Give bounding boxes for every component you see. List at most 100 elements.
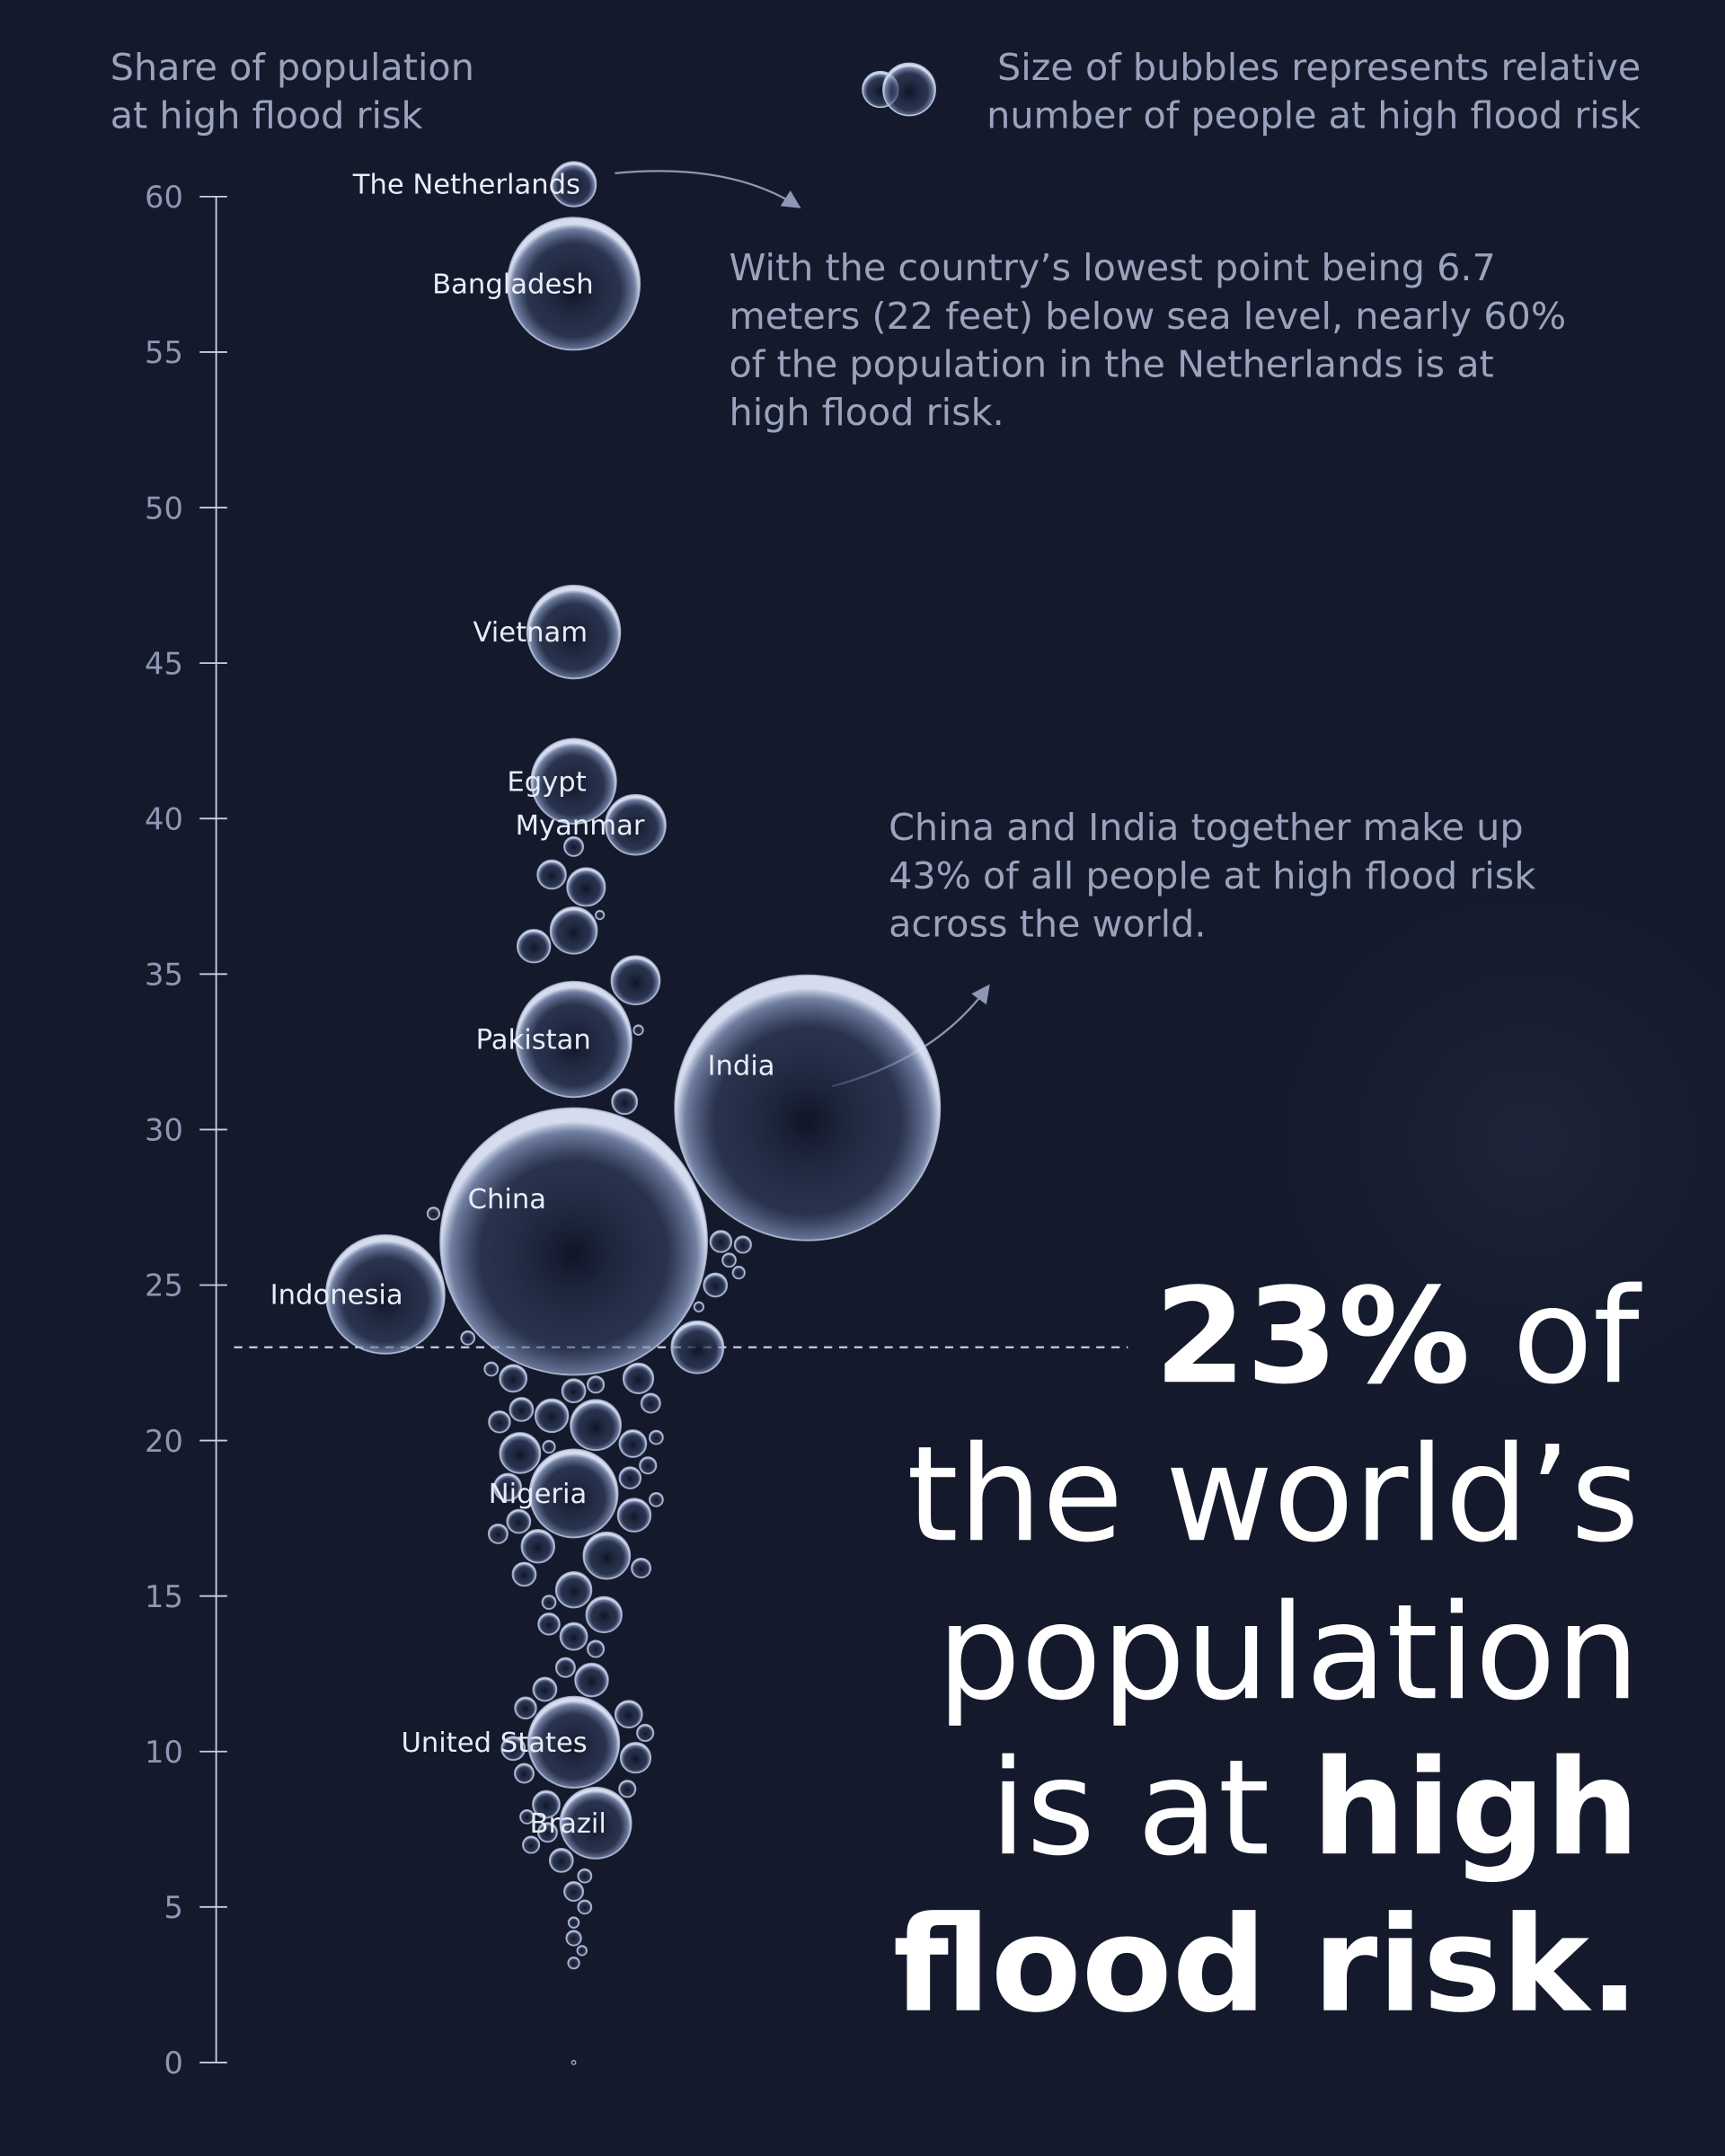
bubble (534, 1398, 570, 1434)
bubble (619, 1742, 652, 1774)
bubble (649, 1429, 664, 1445)
legend-text: Size of bubbles represents relative (997, 46, 1641, 89)
bubble (522, 1835, 541, 1854)
bubble-label: Vietnam (473, 617, 588, 649)
annotation-text: meters (22 feet) below sea level, nearly… (730, 295, 1567, 338)
annotation-text: of the population in the Netherlands is … (730, 342, 1494, 385)
bubble (520, 1529, 555, 1564)
y-tick-label: 45 (145, 646, 183, 681)
y-axis-title-line: at high flood risk (111, 93, 423, 137)
bubble (537, 1822, 558, 1843)
headline-line: flood risk. (893, 1888, 1640, 2042)
legend-bubble (882, 62, 936, 117)
bubble (507, 216, 641, 351)
annotation-netherlands: With the country’s lowest point being 6.… (615, 170, 1567, 434)
bubble (550, 161, 597, 208)
y-axis-title-line: Share of population (111, 46, 474, 89)
bubble (571, 2060, 577, 2065)
y-tick-label: 55 (145, 335, 183, 370)
y-tick-label: 50 (145, 490, 183, 526)
bubble (614, 1700, 643, 1729)
annotation-text: 43% of all people at high flood risk (889, 854, 1535, 897)
bubble (611, 1088, 639, 1116)
y-tick-label: 15 (145, 1579, 183, 1614)
bubble (631, 1558, 652, 1578)
bubble-label: Nigeria (489, 1479, 588, 1510)
bubble (733, 1235, 752, 1254)
bubble (674, 974, 942, 1241)
bubble (577, 1899, 593, 1915)
bubble (528, 1448, 619, 1539)
headline-emphasis: high (1312, 1731, 1640, 1885)
y-axis-title: Share of population at high flood risk (111, 46, 474, 137)
bubble (605, 793, 667, 856)
bubble (586, 1639, 606, 1658)
bubble (567, 1956, 580, 1970)
bubble-label: The Netherlands (352, 170, 580, 201)
size-legend: Size of bubbles represents relative numb… (862, 46, 1641, 137)
bubble (559, 1621, 588, 1651)
bubble (636, 1723, 655, 1743)
bubble (574, 1662, 609, 1698)
y-tick-label: 40 (145, 801, 183, 836)
bubble (530, 738, 617, 825)
y-tick-label: 60 (145, 180, 183, 215)
bubble (514, 1696, 537, 1720)
bubble (499, 1432, 542, 1474)
bubble (577, 1868, 593, 1884)
bubble (618, 1466, 642, 1489)
bubble (500, 1736, 526, 1762)
bubble (493, 1472, 522, 1502)
bubble (515, 980, 632, 1099)
bubble (554, 1571, 593, 1609)
bubble (618, 1429, 648, 1458)
annotation-text: high flood risk. (730, 391, 1004, 434)
bubble (610, 955, 661, 1006)
bubble-label: Myanmar (516, 810, 645, 842)
bubble (703, 1272, 729, 1298)
bubble-label: China (468, 1184, 546, 1215)
bubble-label: Pakistan (476, 1025, 591, 1056)
bubble (582, 1531, 632, 1580)
y-tick-label: 25 (145, 1268, 183, 1303)
y-tick-label: 10 (145, 1735, 183, 1770)
bubble-label: United States (401, 1727, 587, 1759)
bubble (709, 1230, 733, 1253)
annotation-text: With the country’s lowest point being 6.… (730, 246, 1496, 289)
bubble (509, 1397, 535, 1422)
bubble (632, 1024, 644, 1036)
headline-line: the world’s (907, 1418, 1640, 1571)
headline: 23% of the world’s population is at high… (893, 1259, 1642, 2041)
bubble (586, 1375, 606, 1394)
bubble (526, 584, 622, 680)
bubble (513, 1763, 535, 1784)
annotation-arrow (615, 170, 801, 208)
bubble (618, 1780, 637, 1798)
bubble (567, 1916, 580, 1929)
bubble (565, 1930, 582, 1947)
bubble (563, 1881, 585, 1903)
headline-emphasis: 23% (1154, 1259, 1471, 1413)
y-tick-label: 35 (145, 958, 183, 993)
legend-text: number of people at high flood risk (986, 93, 1641, 137)
y-tick-label: 0 (164, 2046, 182, 2081)
bubble (595, 909, 606, 921)
bubble-label: Bangladesh (432, 270, 593, 301)
bubble (561, 1378, 587, 1404)
bubble (487, 1523, 509, 1544)
bubble-label: India (707, 1050, 774, 1082)
plot-area: 0 5 10 15 20 25 30 35 40 45 50 55 60 The Netherlands B… (145, 161, 1128, 2081)
annotation-text: China and India together make up (889, 806, 1524, 849)
bubble (549, 906, 598, 955)
bubble (532, 1789, 561, 1819)
bubble (511, 1561, 537, 1587)
bubble-label: Indonesia (270, 1280, 403, 1312)
y-tick-label: 20 (145, 1424, 183, 1459)
bubble-label: Egypt (507, 766, 586, 798)
bubble (488, 1410, 511, 1434)
bubble (516, 928, 552, 964)
bubble (506, 1508, 532, 1534)
bubble (483, 1361, 500, 1377)
bubble (563, 835, 585, 857)
